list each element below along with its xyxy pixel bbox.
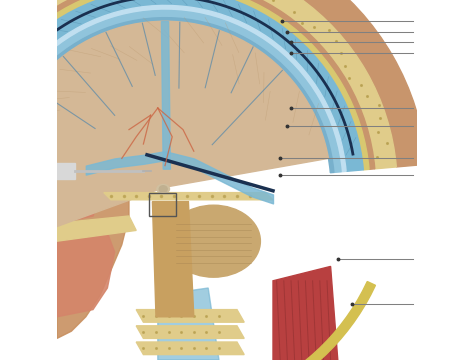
Polygon shape bbox=[136, 342, 244, 355]
Polygon shape bbox=[57, 216, 136, 241]
Wedge shape bbox=[0, 0, 369, 274]
Ellipse shape bbox=[157, 185, 170, 194]
Polygon shape bbox=[158, 288, 219, 360]
Ellipse shape bbox=[167, 205, 260, 277]
FancyBboxPatch shape bbox=[39, 163, 75, 179]
Wedge shape bbox=[0, 21, 328, 244]
Polygon shape bbox=[104, 193, 273, 200]
Polygon shape bbox=[153, 202, 194, 317]
Wedge shape bbox=[0, 0, 396, 285]
Polygon shape bbox=[136, 310, 244, 322]
Ellipse shape bbox=[159, 186, 167, 192]
Bar bbox=[149, 193, 176, 216]
Polygon shape bbox=[57, 155, 104, 223]
Polygon shape bbox=[57, 101, 129, 338]
Wedge shape bbox=[0, 5, 346, 264]
Polygon shape bbox=[223, 282, 375, 360]
Polygon shape bbox=[57, 223, 115, 317]
Polygon shape bbox=[136, 326, 244, 338]
Polygon shape bbox=[162, 22, 170, 169]
Wedge shape bbox=[0, 0, 364, 271]
Wedge shape bbox=[0, 0, 375, 276]
Polygon shape bbox=[64, 144, 115, 205]
Polygon shape bbox=[273, 266, 338, 360]
Wedge shape bbox=[0, 18, 334, 259]
Wedge shape bbox=[0, 10, 341, 262]
Wedge shape bbox=[0, 0, 427, 298]
FancyBboxPatch shape bbox=[32, 160, 38, 182]
